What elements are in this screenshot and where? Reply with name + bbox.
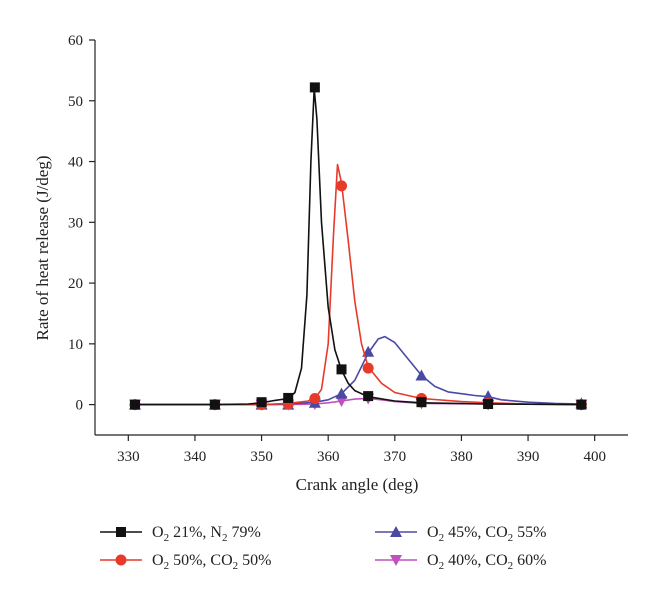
legend-label-0-part-4: 79% — [227, 524, 260, 541]
legend-marker-2 — [390, 526, 402, 537]
axes: 330 340 350 360 370 380 390 400 0 10 20 30 40 50 60 — [68, 33, 628, 465]
legend-label-3: O2 40%, CO2 60% — [427, 552, 546, 572]
legend-marker-3 — [390, 555, 402, 566]
series-1-point-5 — [336, 180, 348, 192]
series-0-point-2 — [256, 397, 267, 408]
y-tick-label-3: 30 — [68, 215, 83, 231]
legend-label-1-part-3: 2 — [233, 560, 239, 572]
legend-label-1-part-2: 50%, CO — [169, 552, 233, 569]
legend-item-1: O2 50%, CO2 50% — [100, 552, 271, 572]
series-3-point-5 — [335, 395, 348, 407]
legend-label-0-part-3: 2 — [222, 532, 228, 544]
legend-label-3-part-0: O — [427, 552, 439, 569]
legend-item-0: O2 21%, N2 79% — [100, 524, 261, 544]
legend-marker-0 — [116, 527, 126, 537]
series-0-point-0 — [129, 399, 140, 410]
x-tick-label-2: 350 — [250, 449, 273, 465]
series-0-point-4 — [309, 82, 320, 93]
series-2-point-5 — [335, 387, 348, 399]
x-tick-label-5: 380 — [450, 449, 473, 465]
x-tick-label-6: 390 — [517, 449, 540, 465]
series-0-point-7 — [416, 397, 427, 408]
series-0-line — [135, 87, 582, 406]
legend-label-1-part-0: O — [152, 552, 164, 569]
x-tick-label-4: 370 — [384, 449, 407, 465]
legend-label-0-part-2: 21%, N — [169, 524, 222, 541]
series-0-point-1 — [209, 399, 220, 410]
legend-label-2-part-3: 2 — [508, 532, 514, 544]
legend-marker-1 — [115, 554, 127, 566]
series-0-point-5 — [336, 364, 347, 375]
legend-label-3-part-1: 2 — [439, 560, 445, 572]
series-1-line — [135, 163, 582, 406]
legend-label-0-part-1: 2 — [164, 532, 170, 544]
legend-label-3-part-3: 2 — [508, 560, 514, 572]
legend-label-1: O2 50%, CO2 50% — [152, 552, 271, 572]
legend: O2 21%, N2 79%O2 50%, CO2 50%O2 45%, CO2… — [100, 524, 546, 572]
y-tick-label-0: 0 — [76, 398, 84, 414]
series-0 — [129, 82, 587, 410]
legend-label-3-part-4: 60% — [513, 552, 546, 569]
series-2-line — [135, 335, 582, 406]
legend-label-2-part-2: 45%, CO — [444, 524, 508, 541]
x-tick-label-1: 340 — [184, 449, 207, 465]
plot-area — [128, 82, 588, 411]
legend-label-3-part-2: 40%, CO — [444, 552, 508, 569]
y-tick-label-4: 40 — [68, 155, 83, 171]
legend-label-1-part-4: 50% — [238, 552, 271, 569]
x-axis-title: Crank angle (deg) — [296, 475, 419, 494]
x-tick-label-3: 360 — [317, 449, 340, 465]
legend-label-1-part-1: 2 — [164, 560, 170, 572]
series-2-point-8 — [482, 390, 495, 402]
series-1-point-4 — [309, 393, 321, 405]
series-0-point-6 — [363, 391, 374, 402]
legend-label-2-part-1: 2 — [439, 532, 445, 544]
y-axis-title: Rate of heat release (J/deg) — [33, 155, 52, 340]
legend-label-2: O2 45%, CO2 55% — [427, 524, 546, 544]
legend-label-2-part-0: O — [427, 524, 439, 541]
legend-item-2: O2 45%, CO2 55% — [375, 524, 546, 544]
legend-label-0: O2 21%, N2 79% — [152, 524, 261, 544]
legend-label-0-part-0: O — [152, 524, 164, 541]
y-tick-label-2: 20 — [68, 276, 83, 292]
series-0-point-8 — [483, 399, 494, 410]
series-1-point-6 — [362, 362, 374, 374]
series-0-point-3 — [283, 392, 294, 403]
y-tick-label-1: 10 — [68, 337, 83, 353]
y-tick-label-6: 60 — [68, 33, 83, 49]
series-0-point-9 — [576, 399, 587, 410]
x-tick-label-7: 400 — [583, 449, 606, 465]
y-tick-label-5: 50 — [68, 94, 83, 110]
legend-label-2-part-4: 55% — [513, 524, 546, 541]
x-tick-label-0: 330 — [117, 449, 140, 465]
series-2-point-7 — [415, 369, 428, 381]
legend-item-3: O2 40%, CO2 60% — [375, 552, 546, 572]
